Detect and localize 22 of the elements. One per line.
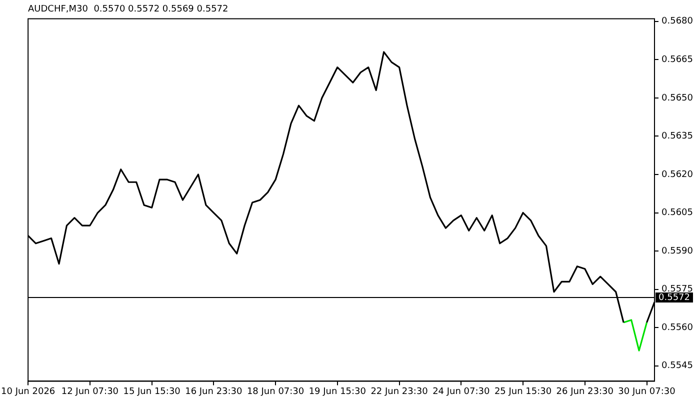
x-tick-label: 19 Jun 15:30: [308, 386, 366, 397]
y-tick-label: 0.5560: [662, 322, 694, 333]
x-tick-label: 16 Jun 23:30: [185, 386, 243, 397]
x-tick-label: 22 Jun 23:30: [370, 386, 428, 397]
x-tick-label: 24 Jun 07:30: [432, 386, 490, 397]
y-tick-label: 0.5665: [662, 54, 694, 65]
y-tick-label: 0.5650: [662, 93, 694, 104]
y-tick-label: 0.5605: [662, 208, 694, 218]
y-tick-label: 0.5635: [662, 132, 694, 142]
x-tick-label: 25 Jun 15:30: [494, 386, 552, 397]
x-tick-label: 15 Jun 15:30: [123, 386, 181, 397]
ref-line-label: 0.5572: [658, 292, 690, 303]
y-tick-label: 0.5620: [662, 170, 694, 180]
x-tick-label: 12 Jun 07:30: [61, 386, 119, 397]
y-tick-label: 0.5680: [662, 16, 694, 27]
y-tick-label: 0.5590: [662, 246, 694, 256]
chart-title: AUDCHF,M30 0.5570 0.5572 0.5569 0.5572: [28, 4, 228, 15]
x-tick-label: 18 Jun 07:30: [246, 386, 304, 397]
x-tick-label: 26 Jun 23:30: [556, 386, 614, 397]
x-tick-label: 30 Jun 07:30: [618, 386, 676, 397]
y-tick-label: 0.5545: [662, 361, 694, 372]
x-tick-label: 10 Jun 2026: [1, 386, 56, 397]
